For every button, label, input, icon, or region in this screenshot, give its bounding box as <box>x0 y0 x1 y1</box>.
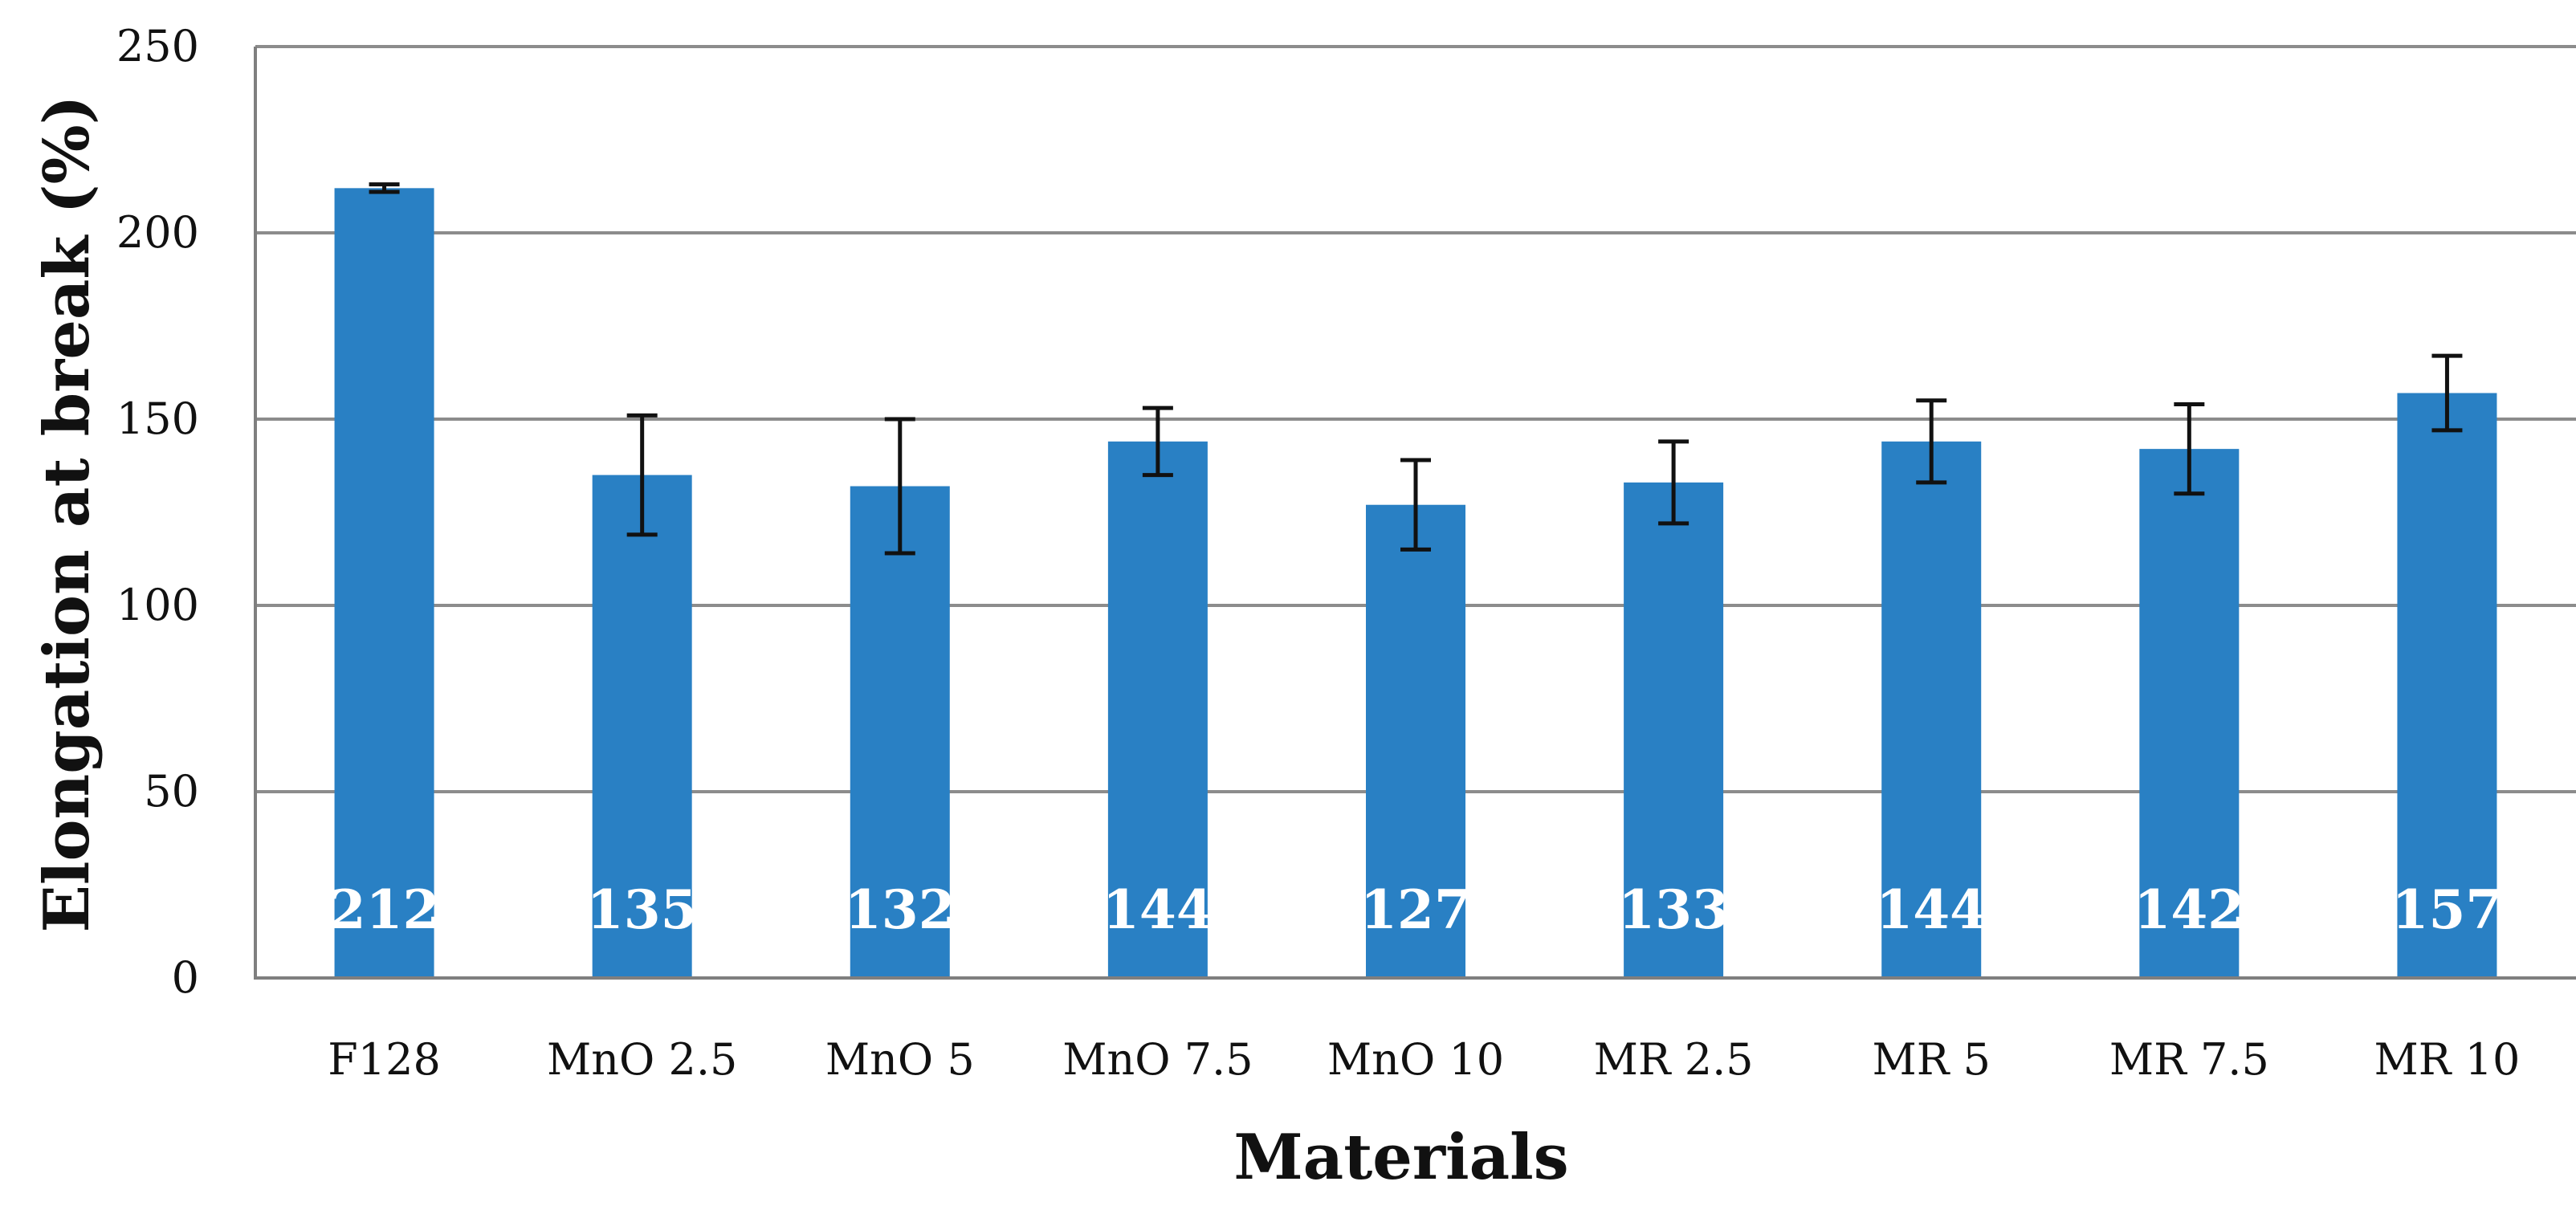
y-tick-label: 250 <box>116 21 199 71</box>
bar <box>850 486 950 978</box>
y-tick-label: 0 <box>172 952 199 1003</box>
x-tick-label: MnO 2.5 <box>547 1034 737 1085</box>
bar <box>1624 482 1724 978</box>
data-label: 132 <box>845 878 956 941</box>
bar <box>334 188 434 978</box>
data-label: 133 <box>1618 878 1729 941</box>
label-layer: 0 50 100 150 200 250 F128 212 MnO 2.5 135 MnO 5 132… <box>116 21 2520 1085</box>
y-tick-label: 50 <box>144 766 199 817</box>
x-axis-title: Materials <box>1233 1121 1568 1194</box>
y-tick-label: 100 <box>116 580 199 630</box>
y-axis-title: Elongation at break (%) <box>31 95 104 932</box>
bar <box>1366 504 1465 978</box>
data-label: 157 <box>2392 878 2503 941</box>
bar <box>592 475 692 978</box>
error-bar-layer <box>369 182 2463 556</box>
x-tick-label: MnO 7.5 <box>1062 1034 1253 1085</box>
bar <box>1881 441 1982 978</box>
y-tick-label: 200 <box>116 207 199 258</box>
bar-layer <box>334 188 2497 978</box>
data-label: 144 <box>1103 878 1213 941</box>
bar <box>2139 449 2240 978</box>
x-tick-label: MnO 10 <box>1327 1034 1504 1085</box>
data-label: 135 <box>587 878 698 941</box>
x-tick-label: MR 5 <box>1872 1034 1990 1085</box>
bar <box>2397 393 2497 978</box>
axis-layer <box>254 47 2576 980</box>
data-label: 212 <box>329 878 440 941</box>
x-tick-label: MR 2.5 <box>1594 1034 1754 1085</box>
x-tick-label: F128 <box>328 1034 441 1085</box>
x-tick-label: MR 7.5 <box>2109 1034 2269 1085</box>
y-tick-label: 150 <box>116 393 199 444</box>
data-label: 142 <box>2134 878 2244 941</box>
x-tick-label: MnO 5 <box>825 1034 975 1085</box>
data-label: 127 <box>1360 878 1471 941</box>
bar <box>1107 441 1208 978</box>
data-label: 144 <box>1876 878 1987 941</box>
x-tick-label: MR 10 <box>2374 1034 2521 1085</box>
